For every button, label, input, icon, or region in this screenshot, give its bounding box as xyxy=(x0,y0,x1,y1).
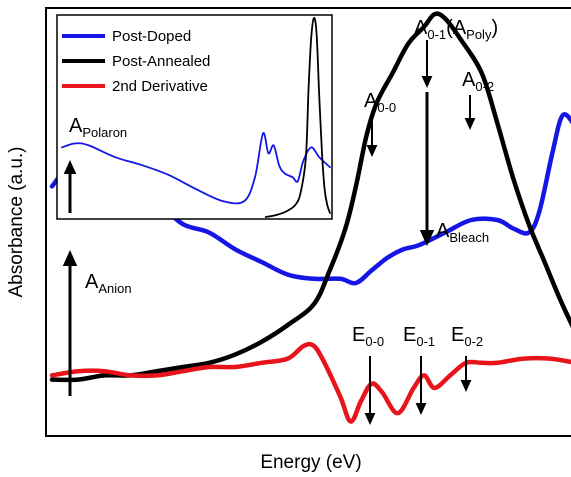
arrow-e-0-0 xyxy=(364,356,376,425)
arrow-a-bleach xyxy=(419,92,435,246)
label-a-0-0: A0-0 xyxy=(364,90,396,115)
inset-arrows xyxy=(63,160,77,213)
inset-frame xyxy=(56,14,333,220)
label-e-0-2: E0-2 xyxy=(451,324,483,349)
label-a-0-2: A0-2 xyxy=(462,69,494,94)
arrow-a-0-2 xyxy=(464,95,476,130)
inset-line-post-annealed xyxy=(264,17,331,218)
legend-label-post-doped: Post-Doped xyxy=(112,28,191,45)
main-line-2nd-derivative xyxy=(49,341,571,424)
arrow-a-0-1 xyxy=(421,40,433,88)
main-line-post-annealed xyxy=(49,11,571,383)
legend: Post-Doped Post-Annealed 2nd Derivative xyxy=(62,28,210,95)
arrow-a-anion xyxy=(62,250,78,396)
legend-label-2nd-derivative: 2nd Derivative xyxy=(112,78,208,95)
label-a-polaron: APolaron xyxy=(69,115,127,140)
inset-panel: APolaron Post-Doped Post-Annealed 2nd De… xyxy=(56,14,333,220)
label-e-0-1: E0-1 xyxy=(403,324,435,349)
legend-label-post-annealed: Post-Annealed xyxy=(112,53,210,70)
label-e-0-0: E0-0 xyxy=(352,324,384,349)
inset-series-group xyxy=(61,17,331,218)
arrow-e-0-2 xyxy=(460,356,472,392)
label-a-0-1-poly: A0-1(APoly) xyxy=(414,17,498,42)
annotation-arrows xyxy=(62,40,476,425)
arrow-a-0-0 xyxy=(366,112,378,157)
label-a-bleach: ABleach xyxy=(436,220,489,245)
x-axis-title: Energy (eV) xyxy=(260,452,361,473)
inset-line-post-doped xyxy=(61,132,331,205)
plot-frame xyxy=(45,7,571,437)
label-a-anion: AAnion xyxy=(85,271,132,296)
arrow-e-0-1 xyxy=(415,356,427,415)
y-axis-title: Absorbance (a.u.) xyxy=(6,146,27,297)
arrow-a-polaron xyxy=(63,160,77,213)
